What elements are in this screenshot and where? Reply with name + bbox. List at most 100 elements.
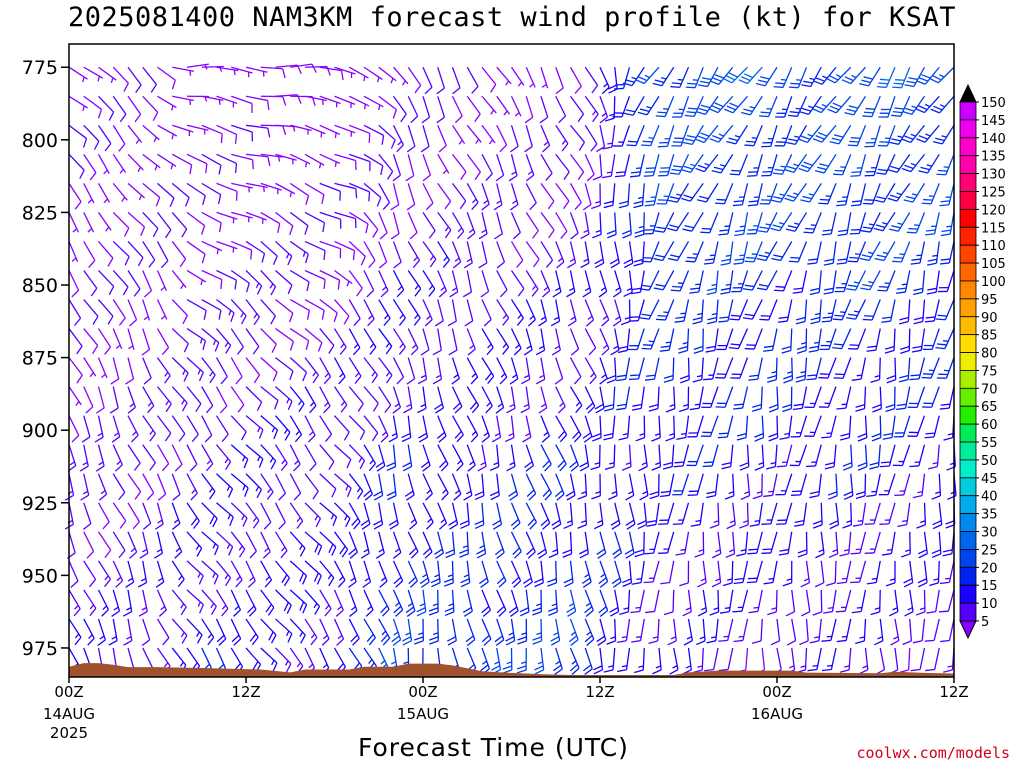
wind-barb (648, 618, 660, 644)
wind-barb (375, 531, 385, 559)
wind-barb (715, 357, 734, 379)
wind-barb (827, 95, 852, 114)
wind-barb (436, 96, 446, 124)
wind-barb (422, 502, 434, 530)
wind-barb (540, 212, 555, 239)
wind-barb (604, 96, 616, 122)
wind-barb (690, 502, 704, 527)
wind-barb (682, 647, 692, 675)
wind-barb (156, 357, 171, 384)
wind-barb (628, 299, 645, 322)
wind-barb (98, 241, 114, 267)
wind-barb (275, 647, 292, 673)
wind-barb (186, 298, 207, 320)
wind-barb (748, 357, 763, 381)
wind-barb (97, 473, 108, 501)
wind-barb (491, 415, 502, 443)
wind-barb (917, 560, 928, 588)
wind-barb (835, 589, 852, 613)
wind-barb (935, 299, 955, 321)
terrain (69, 663, 954, 677)
wind-barb (660, 560, 675, 585)
wind-barb (884, 328, 896, 354)
wind-barb (392, 531, 402, 559)
x-tick: 00Z 16AUG (751, 677, 803, 723)
wind-barb (569, 415, 582, 443)
wind-barb (463, 241, 473, 269)
wind-barb (275, 386, 293, 411)
wind-barb (667, 241, 690, 262)
wind-barb (794, 502, 808, 527)
wind-barb (481, 66, 497, 93)
wind-barb (392, 386, 402, 414)
x-axis-label: Forecast Time (UTC) (358, 733, 629, 762)
wind-barb (142, 153, 161, 171)
wind-barb (496, 560, 507, 588)
wind-barb (580, 212, 590, 240)
wind-barb (275, 270, 293, 295)
wind-barb (846, 299, 867, 320)
wind-barb (637, 502, 648, 530)
wind-barb (686, 444, 704, 467)
wind-barb (812, 502, 823, 529)
wind-barb (912, 473, 926, 499)
wind-barb (432, 357, 443, 385)
wind-barb (931, 531, 942, 559)
wind-barb (790, 473, 808, 496)
wind-barb (800, 560, 811, 588)
colorbar-swatch (959, 531, 977, 550)
wind-barb (422, 66, 433, 95)
wind-barb (610, 328, 620, 356)
wind-barb (391, 618, 402, 647)
wind-barb (407, 212, 418, 240)
wind-barb (260, 182, 282, 195)
wind-barb (216, 66, 239, 76)
wind-barb (744, 241, 763, 263)
y-tick-label: 825 (22, 202, 58, 224)
wind-barb (836, 183, 852, 207)
wind-barb (474, 502, 485, 530)
wind-barb (319, 211, 342, 229)
wind-barb (803, 212, 822, 234)
wind-barb (348, 270, 363, 297)
wind-barb (870, 589, 881, 616)
wind-barb (378, 589, 390, 617)
credit-link[interactable]: coolwx.com/models (856, 744, 1010, 762)
wind-barb (155, 560, 165, 588)
wind-barb (706, 473, 719, 499)
wind-barb (610, 502, 621, 530)
wind-barb (909, 444, 926, 468)
wind-barb (443, 560, 454, 587)
wind-barb (407, 66, 422, 94)
wind-barb (833, 357, 852, 379)
wind-barb (127, 182, 145, 201)
wind-barb (832, 328, 852, 350)
wind-barb (509, 183, 519, 211)
wind-barb (260, 153, 283, 162)
wind-barb (171, 153, 193, 175)
wind-barb (926, 270, 940, 295)
wind-barb (186, 618, 203, 644)
wind-barb (447, 299, 457, 327)
wind-barb (788, 66, 808, 89)
wind-barb (319, 269, 341, 290)
wind-barb (663, 589, 675, 616)
wind-barb (525, 183, 537, 211)
wind-barb (290, 124, 312, 135)
wind-barb (746, 560, 763, 584)
wind-barb (567, 241, 577, 269)
wind-barb (275, 618, 293, 643)
wind-barb (68, 560, 79, 588)
wind-barb (555, 415, 568, 443)
wind-barb (333, 357, 346, 385)
wind-barb (245, 211, 267, 224)
wind-barb (653, 241, 675, 262)
wind-barb (156, 328, 170, 356)
colorbar-label: 150 (981, 96, 1006, 111)
colorbar-label: 40 (981, 490, 998, 505)
wind-barb (215, 386, 228, 414)
wind-barb (761, 125, 778, 148)
wind-barb (421, 96, 431, 124)
wind-barb (201, 95, 224, 105)
wind-barb (451, 212, 465, 239)
